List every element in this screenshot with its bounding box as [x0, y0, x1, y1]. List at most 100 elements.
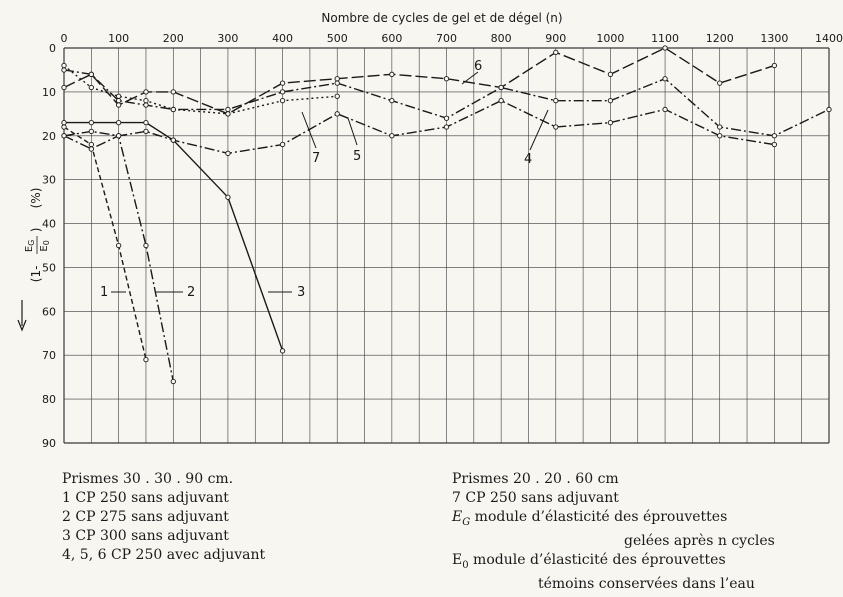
legend-right: Prismes 20 . 20 . 60 cm 7 CP 250 sans ad… [452, 470, 775, 594]
series-label-5: 5 [353, 149, 361, 164]
x-tick-label: 0 [61, 32, 68, 45]
legend-left: Prismes 30 . 30 . 90 cm. 1 CP 250 sans a… [62, 470, 265, 565]
data-point [553, 49, 559, 56]
data-point [771, 133, 778, 139]
data-point [553, 98, 559, 104]
data-point [88, 119, 94, 126]
legend-right-line-2: 7 CP 250 sans adjuvant [452, 490, 619, 506]
data-point [143, 356, 149, 363]
callout-leader-5 [347, 117, 358, 146]
series-7 [61, 62, 340, 117]
data-point [389, 98, 395, 104]
data-point [334, 111, 340, 117]
y-tick-label: 40 [42, 218, 56, 231]
x-tick-label: 900 [545, 32, 566, 45]
x-tick-label: 1100 [651, 32, 679, 45]
y-title-close: ) [29, 228, 43, 233]
data-point [279, 348, 286, 354]
x-tick-label: 200 [163, 32, 184, 45]
series-group [61, 45, 832, 385]
x-tick-label: 300 [217, 32, 238, 45]
data-point [607, 119, 614, 126]
legend-right-line-1: Prismes 20 . 20 . 60 cm [452, 471, 619, 487]
y-axis-title-text: (1- EG E0 ) (%) [23, 188, 52, 283]
y-tick-label: 90 [42, 437, 56, 450]
x-tick-label: 1300 [760, 32, 788, 45]
data-point [279, 141, 286, 148]
data-point [498, 84, 504, 91]
data-point [607, 71, 614, 77]
series-line-5 [63, 99, 775, 155]
y-title-open: (1- [29, 266, 43, 283]
data-point [88, 128, 94, 135]
data-point [717, 124, 723, 130]
eg-subscript: G [462, 516, 471, 528]
data-point [443, 124, 450, 130]
data-point [88, 71, 94, 77]
callout-leader-7 [301, 111, 317, 149]
series-label-4: 4 [524, 152, 532, 167]
series-line-7 [63, 65, 338, 115]
data-point [279, 80, 286, 86]
callout-leader-4 [529, 109, 549, 151]
data-point [553, 124, 559, 130]
callout-leader-6 [461, 71, 479, 85]
x-tick-label: 600 [381, 32, 402, 45]
y-tick-label: 80 [42, 393, 56, 406]
series-line-1 [63, 126, 147, 360]
data-point [279, 89, 286, 95]
legend-e0-line: E0 module d’élasticité des éprouvettes [452, 551, 775, 575]
data-point [389, 133, 395, 139]
data-point [279, 98, 286, 104]
grid [63, 47, 830, 444]
data-point [662, 76, 668, 82]
y-axis-arrow-head [17, 319, 27, 332]
data-point [115, 93, 122, 99]
data-point [115, 102, 122, 108]
data-point [170, 106, 176, 113]
data-point [443, 76, 450, 82]
data-point [143, 89, 149, 95]
data-point [225, 194, 231, 200]
x-tick-label: 1000 [596, 32, 624, 45]
x-tick-label: 800 [491, 32, 512, 45]
series-label-2: 2 [187, 285, 195, 300]
data-point [225, 150, 231, 156]
data-point [771, 62, 778, 69]
data-point [61, 124, 67, 130]
x-tick-label: 400 [272, 32, 293, 45]
data-point [334, 76, 340, 82]
data-point [170, 378, 176, 385]
legend-e0-continuation: témoins conservées dans l’eau [538, 575, 755, 592]
chart: 0 100 200 300 400 500 600 700 800 900 1000 1100 1200… [17, 11, 843, 450]
series-label-1: 1 [100, 285, 108, 300]
data-point [334, 80, 340, 86]
data-point [170, 137, 176, 143]
x-tick-labels: 0 100 200 300 400 500 600 700 800 900 1000 1100 1200… [61, 32, 843, 45]
y-tick-labels: 0 10 20 30 40 50 60 70 80 90 [42, 42, 56, 450]
data-point [143, 102, 149, 108]
series-label-7: 7 [312, 151, 320, 166]
series-label-6: 6 [474, 59, 482, 74]
y-axis-title: (1- EG E0 ) (%) [17, 188, 52, 332]
data-point [115, 242, 122, 249]
data-point [115, 133, 122, 139]
data-point [61, 133, 67, 139]
data-point [607, 98, 614, 104]
y-title-unit: (%) [29, 188, 43, 209]
data-point [717, 133, 723, 139]
data-point [61, 119, 67, 126]
data-point [143, 98, 149, 104]
legend-left-line-4: 3 CP 300 sans adjuvant [62, 528, 229, 544]
x-tick-label: 500 [327, 32, 348, 45]
data-point [225, 111, 231, 117]
legend-left-line-1: Prismes 30 . 30 . 90 cm. [62, 471, 234, 487]
legend-left-line-2: 1 CP 250 sans adjuvant [62, 490, 229, 506]
y-title-num-sub: G [27, 240, 36, 246]
data-point [443, 115, 450, 121]
data-point [389, 71, 395, 77]
e0-subscript: 0 [462, 559, 469, 571]
x-tick-label: 700 [436, 32, 457, 45]
y-title-den-sub: 0 [42, 240, 51, 245]
series-5 [61, 98, 778, 156]
